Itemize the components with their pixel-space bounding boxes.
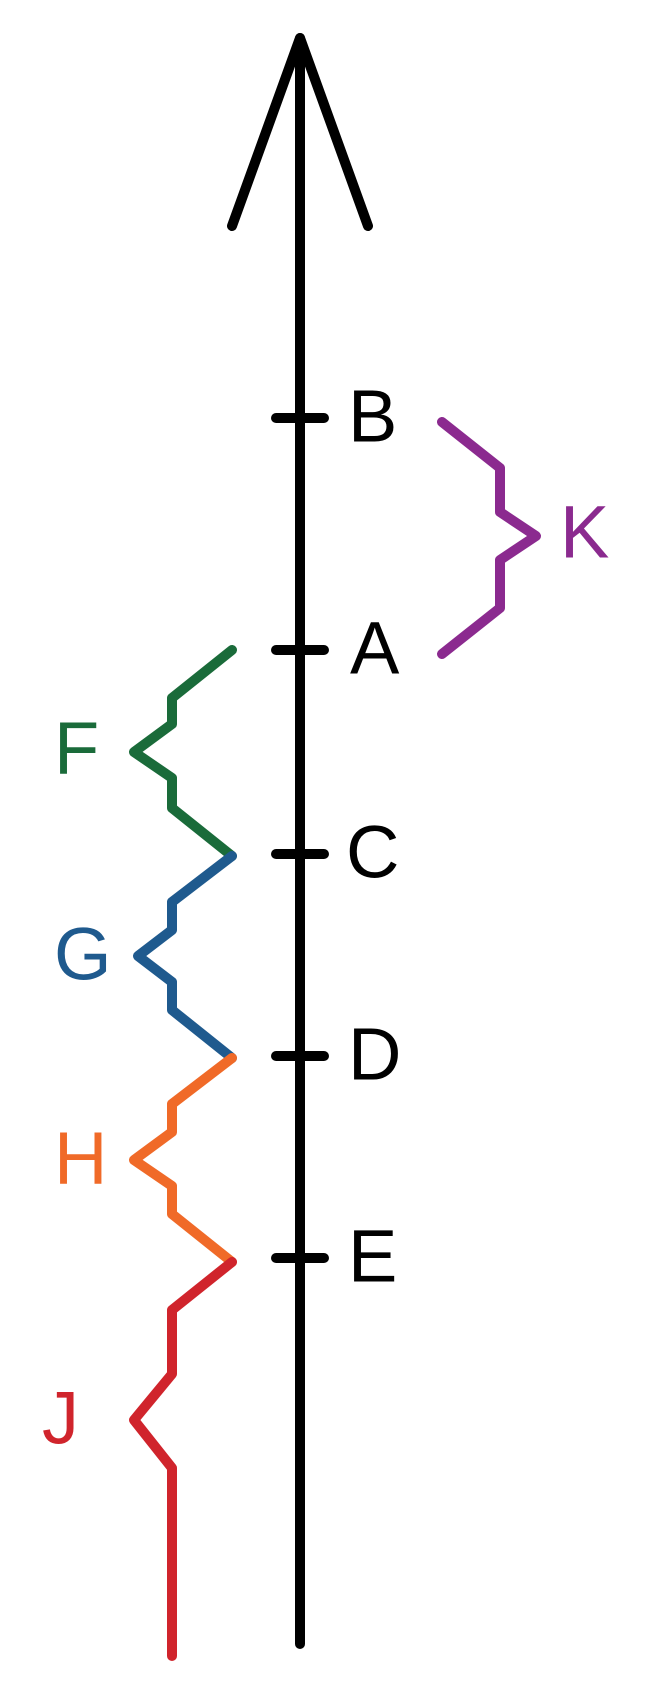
brace-label-H: H bbox=[54, 1117, 107, 1200]
brace-H bbox=[129, 1053, 237, 1267]
brace-label-K: K bbox=[560, 491, 609, 574]
brace-K bbox=[437, 417, 541, 659]
brace-label-F: F bbox=[54, 707, 99, 790]
point-label-A: A bbox=[350, 607, 400, 690]
point-label-C: C bbox=[346, 811, 399, 894]
brace-G bbox=[133, 851, 237, 1063]
brace-F bbox=[129, 645, 237, 861]
arrow-up-icon bbox=[227, 33, 373, 231]
brace-J bbox=[129, 1257, 237, 1661]
brace-label-G: G bbox=[54, 913, 112, 996]
point-label-E: E bbox=[348, 1215, 397, 1298]
brace-label-J: J bbox=[42, 1377, 79, 1460]
point-label-D: D bbox=[348, 1013, 401, 1096]
point-label-B: B bbox=[348, 375, 397, 458]
